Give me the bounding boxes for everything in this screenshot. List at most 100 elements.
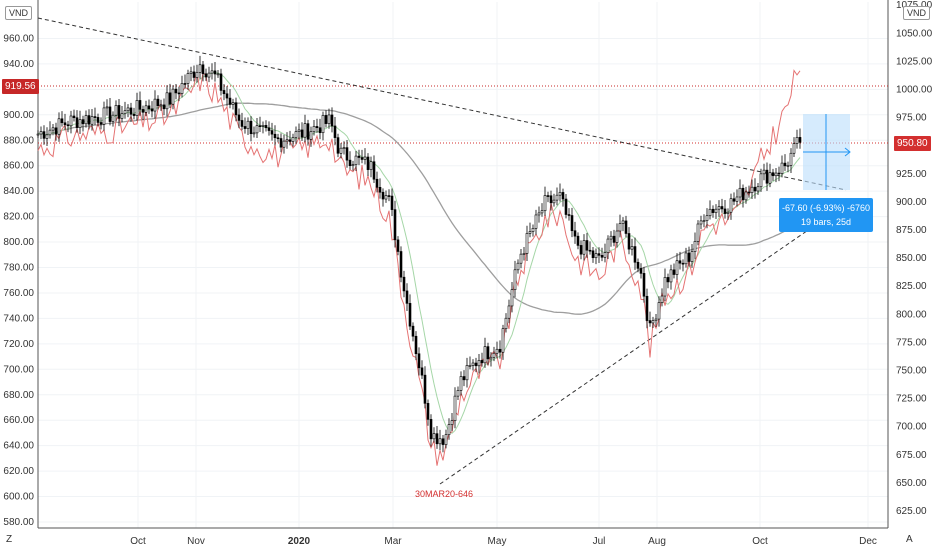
right-tick-label: 875.00	[896, 225, 927, 236]
candle-body	[456, 390, 460, 397]
candle-body	[711, 208, 715, 213]
left-tick-label: 940.00	[3, 59, 34, 70]
candle-body	[786, 165, 790, 167]
candle-body	[366, 156, 370, 170]
candle-body	[120, 113, 124, 119]
candle-body	[720, 206, 724, 210]
candle-body	[756, 186, 760, 192]
ma-slow-path	[37, 102, 815, 315]
x-tick-label: Oct	[752, 536, 768, 547]
candle-body	[285, 139, 289, 142]
right-tick-label: 675.00	[896, 450, 927, 461]
candle-body	[144, 105, 148, 113]
left-tick-label: 780.00	[3, 263, 34, 274]
candle-body	[99, 122, 103, 125]
last-price-left: 919.56	[2, 79, 39, 94]
candle-body	[282, 140, 286, 148]
candle-body	[270, 130, 274, 135]
candle-body	[222, 90, 226, 95]
candle-body	[198, 64, 202, 73]
candle-body	[369, 161, 373, 170]
candle-body	[549, 195, 553, 204]
candle-body	[435, 433, 439, 445]
candle-body	[783, 162, 787, 167]
candle-body	[300, 129, 304, 138]
candle-body	[642, 273, 646, 297]
support-trendline	[439, 214, 831, 485]
right-tick-label: 750.00	[896, 366, 927, 377]
candle-body	[753, 186, 757, 192]
candle-body	[645, 295, 649, 321]
candle-body	[153, 98, 157, 112]
candle-body	[729, 198, 733, 213]
left-tick-label: 820.00	[3, 212, 34, 223]
candle-body	[252, 132, 256, 135]
candle-body	[462, 376, 466, 381]
candle-body	[393, 209, 397, 241]
candle-body	[615, 230, 619, 243]
left-tick-label: 700.00	[3, 364, 34, 375]
candle-body	[636, 261, 640, 269]
measure-arrow	[844, 147, 851, 157]
candle-body	[669, 269, 673, 283]
candle-body	[699, 220, 703, 225]
left-unit-label: VND	[5, 6, 33, 20]
candle-body	[411, 325, 415, 337]
candle-body	[477, 360, 481, 367]
candle-body	[225, 93, 229, 99]
candle-body	[660, 295, 664, 303]
left-tick-label: 580.00	[3, 517, 34, 528]
x-tick-label: 2020	[288, 536, 311, 547]
candle-body	[312, 126, 316, 133]
auto-scale-button[interactable]: A	[906, 534, 913, 545]
candle-body	[714, 208, 718, 213]
candle-body	[519, 253, 523, 264]
candle-body	[72, 115, 76, 119]
candle-body	[255, 125, 259, 134]
candle-body	[75, 117, 79, 128]
candle-body	[495, 348, 499, 354]
candle-body	[78, 119, 82, 128]
candle-body	[276, 137, 280, 140]
candle-body	[309, 131, 313, 140]
candle-body	[150, 108, 154, 112]
candle-body	[723, 208, 727, 214]
candle-body	[744, 191, 748, 201]
candle-body	[165, 92, 169, 110]
zoom-button[interactable]: Z	[6, 534, 13, 545]
candle-body	[507, 305, 511, 319]
candle-body	[96, 117, 100, 123]
candle-body	[240, 120, 244, 127]
candle-body	[558, 192, 562, 196]
left-tick-label: 880.00	[3, 135, 34, 146]
measure-line1: -67.60 (-6.93%) -6760	[781, 203, 871, 213]
candle-body	[798, 137, 802, 143]
right-tick-label: 650.00	[896, 478, 927, 489]
candle-body	[297, 129, 301, 132]
ma-slow-line	[37, 102, 815, 315]
candle-body	[573, 230, 577, 237]
candle-body	[48, 129, 52, 136]
candle-body	[510, 289, 514, 307]
candle-body	[141, 109, 145, 113]
candle-body	[207, 72, 211, 78]
candle-body	[348, 159, 352, 166]
left-axis: 580.00 600.00 620.00 640.00 660.00 680.00 700.…	[3, 33, 34, 528]
candle-body	[159, 104, 163, 107]
candle-body	[453, 395, 457, 421]
candle-body	[513, 269, 517, 290]
candle-body	[306, 123, 310, 140]
candle-body	[525, 233, 529, 254]
right-tick-label: 1025.00	[896, 56, 932, 67]
candle-body	[360, 157, 364, 160]
candle-body	[528, 231, 532, 234]
candle-body	[627, 233, 631, 250]
candle-body	[459, 376, 463, 391]
right-tick-label: 775.00	[896, 337, 927, 348]
candle-body	[42, 131, 46, 139]
candle-body	[372, 161, 376, 180]
left-tick-label: 680.00	[3, 390, 34, 401]
right-tick-label: 800.00	[896, 309, 927, 320]
candle-body	[726, 211, 730, 214]
